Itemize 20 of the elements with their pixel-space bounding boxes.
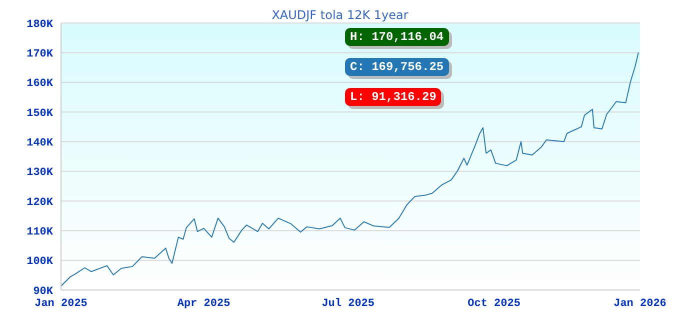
y-tick-label: 160K <box>26 78 54 90</box>
y-tick-label: 120K <box>26 196 54 209</box>
x-tick-label: Jul 2025 <box>322 298 375 310</box>
y-tick-label: 100K <box>26 256 54 268</box>
annotation: C: 169,756.25 <box>345 58 449 76</box>
y-tick-label: 180K <box>26 18 54 31</box>
x-tick-label: Jan 2025 <box>34 298 88 310</box>
annotation: H: 170,116.04 <box>345 28 449 46</box>
annotation: L: 91,316.29 <box>345 88 442 106</box>
y-tick-label: 150K <box>26 108 54 120</box>
x-tick-label: Jan 2026 <box>614 298 666 310</box>
chart-title: XAUDJF tola 12K 1year <box>272 8 408 22</box>
line-series <box>61 52 639 287</box>
x-tick-label: Oct 2025 <box>468 298 521 310</box>
y-tick-label: 90K <box>33 286 54 298</box>
x-tick-label: Apr 2025 <box>177 298 231 310</box>
y-tick-label: 140K <box>26 138 54 150</box>
y-tick-label: 170K <box>26 48 54 61</box>
y-tick-label: 110K <box>26 226 54 239</box>
y-tick-label: 130K <box>26 167 54 180</box>
